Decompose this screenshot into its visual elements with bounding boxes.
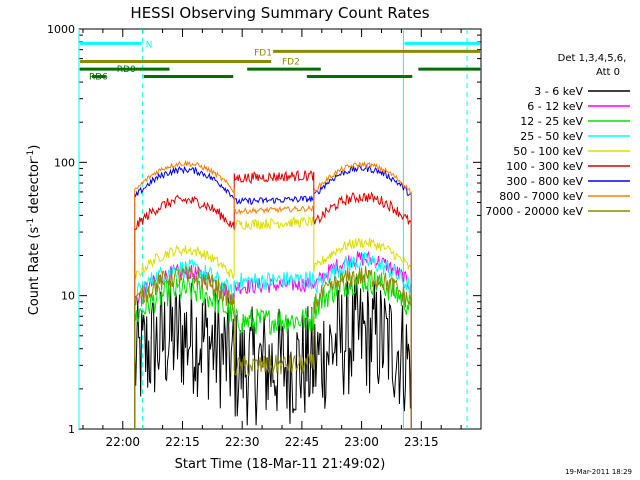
series-line-7 bbox=[134, 159, 412, 429]
x-tick-label: 23:15 bbox=[404, 435, 439, 449]
legend-header-line-1: Det 1,3,4,5,6, bbox=[558, 53, 627, 64]
x-tick-label: 22:45 bbox=[285, 435, 320, 449]
x-tick-label: 22:30 bbox=[225, 435, 260, 449]
x-tick-label: 22:15 bbox=[165, 435, 200, 449]
legend-label-4: 50 - 100 keV bbox=[513, 145, 583, 158]
plot-area: 1 10 100 1000 22:00 22:15 22:30 22:45 23:00 23:15… bbox=[47, 23, 482, 449]
series-line-2 bbox=[134, 269, 412, 429]
rd6-flag-label: RD6 bbox=[89, 73, 108, 83]
legend-label-2: 12 - 25 keV bbox=[520, 115, 583, 128]
axes-frame bbox=[78, 28, 482, 430]
x-tick-label: 22:00 bbox=[105, 435, 140, 449]
legend-label-5: 100 - 300 keV bbox=[506, 160, 583, 173]
night-flag-label: N bbox=[146, 40, 153, 50]
fd2-flag-label: FD2 bbox=[282, 58, 300, 68]
y-tick-label: 1 bbox=[68, 423, 75, 436]
series-line-3 bbox=[134, 252, 412, 429]
legend-label-8: 7000 - 20000 keV bbox=[485, 205, 583, 218]
chart-title: HESSI Observing Summary Count Rates bbox=[130, 4, 429, 22]
series-line-8 bbox=[134, 266, 412, 429]
legend-label-0: 3 - 6 keV bbox=[534, 85, 583, 98]
fd1-flag-label: FD1 bbox=[254, 48, 272, 58]
legend-header-line-2: Att 0 bbox=[596, 67, 620, 78]
legend-label-7: 800 - 7000 keV bbox=[499, 190, 583, 203]
series-line-5 bbox=[134, 170, 412, 429]
x-tick-label: 23:00 bbox=[344, 435, 379, 449]
y-tick-label: 1000 bbox=[47, 23, 75, 36]
legend-label-3: 25 - 50 keV bbox=[520, 130, 583, 143]
y-axis-label: Count Rate (s-1 detector-1) bbox=[26, 145, 42, 316]
y-tick-label: 10 bbox=[61, 290, 75, 303]
legend: 3 - 6 keV 6 - 12 keV 12 - 25 keV 25 - 50 ke… bbox=[485, 85, 630, 218]
date-stamp: 19-Mar-2011 18:29 bbox=[565, 468, 632, 476]
series-line-0 bbox=[134, 277, 412, 429]
legend-label-1: 6 - 12 keV bbox=[527, 100, 583, 113]
legend-label-6: 300 - 800 keV bbox=[506, 175, 583, 188]
x-axis-label: Start Time (18-Mar-11 21:49:02) bbox=[175, 457, 386, 472]
y-tick-label: 100 bbox=[54, 156, 75, 169]
series-line-6 bbox=[134, 163, 412, 429]
series-line-4 bbox=[134, 215, 412, 429]
rd0-flag-label: RD0 bbox=[117, 65, 136, 75]
